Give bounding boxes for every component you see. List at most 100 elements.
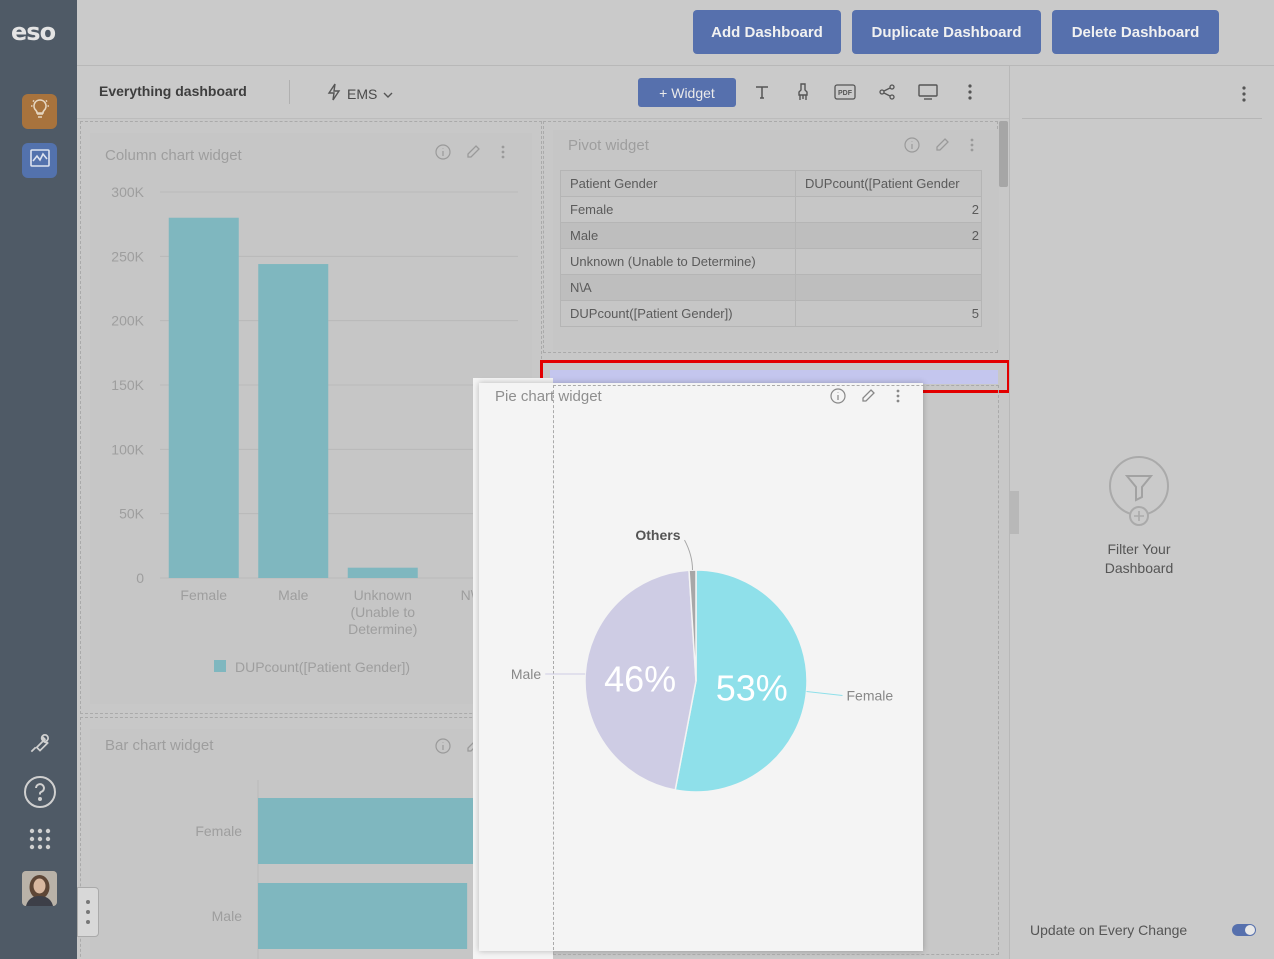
table-row: Unknown (Unable to Determine)	[560, 248, 982, 275]
info-icon[interactable]	[903, 136, 921, 154]
eso-logo: eso	[11, 18, 56, 46]
bar-rect[interactable]	[258, 883, 468, 949]
table-row: Female 2	[560, 196, 982, 223]
delete-dashboard-button[interactable]: Delete Dashboard	[1052, 10, 1219, 54]
pivot-row-value: 5	[795, 300, 982, 327]
drop-placeholder	[550, 370, 998, 384]
panel-divider	[1022, 118, 1262, 119]
pivot-widget-title: Pivot widget	[568, 137, 649, 154]
info-icon[interactable]	[434, 737, 452, 755]
top-header: Add Dashboard Duplicate Dashboard Delete…	[77, 0, 1274, 66]
column-bar[interactable]	[168, 217, 239, 578]
widget-more-icon[interactable]	[889, 387, 907, 405]
brush-icon[interactable]	[792, 81, 814, 103]
pivot-row-value: 2	[795, 222, 982, 249]
lightning-icon	[327, 83, 341, 104]
panel-collapse-handle[interactable]	[1010, 491, 1019, 534]
pie-category-label: Others	[635, 527, 680, 543]
pivot-row-label: Unknown (Unable to Determine)	[560, 248, 796, 275]
apps-grid-button[interactable]	[22, 824, 57, 859]
dashboard-toolbar: Everything dashboard EMS + Widget PDF	[77, 66, 1009, 119]
pie-leader-line	[684, 539, 694, 571]
info-icon[interactable]	[829, 387, 847, 405]
share-icon[interactable]	[876, 81, 898, 103]
x-tick-label: Female	[180, 587, 227, 603]
pivot-row-label: Male	[560, 222, 796, 249]
apps-grid-icon	[29, 828, 51, 855]
table-row: N\A	[560, 274, 982, 301]
column-widget-title: Column chart widget	[105, 147, 242, 164]
update-on-change-label: Update on Every Change	[1030, 922, 1188, 938]
chevron-down-icon	[383, 86, 393, 102]
add-filter-icon[interactable]	[1129, 506, 1149, 526]
pivot-row-label: DUPcount([Patient Gender])	[560, 300, 796, 327]
pie-chart: 53% Female 46% Male Others	[511, 527, 894, 793]
datasource-label: EMS	[347, 85, 378, 102]
column-bar[interactable]	[347, 567, 418, 578]
pivot-row-label: Female	[560, 196, 796, 223]
add-widget-button[interactable]: + Widget	[638, 78, 736, 107]
bar-rect[interactable]	[258, 798, 498, 864]
wrench-icon	[27, 730, 53, 761]
y-tick-label: 150K	[111, 377, 144, 393]
y-tick-label: 100K	[111, 441, 144, 457]
pie-leader-line	[806, 690, 843, 696]
more-vertical-icon[interactable]	[959, 81, 981, 103]
pivot-header-gender: Patient Gender	[560, 170, 796, 197]
analytics-app-button[interactable]	[22, 143, 57, 178]
widget-more-icon[interactable]	[963, 136, 981, 154]
pie-category-label: Female	[847, 687, 894, 703]
help-button[interactable]	[22, 775, 57, 814]
toolbar-divider	[289, 80, 290, 104]
pie-category-label: Male	[511, 666, 542, 682]
x-tick-label: Unknown (Unable to Determine)	[348, 587, 417, 637]
pie-value-label: 46%	[604, 658, 676, 699]
pivot-row-value	[795, 248, 982, 275]
bar-chart: Female Male	[195, 780, 498, 959]
y-tick-label: 300K	[111, 184, 144, 200]
bar-category-label: Female	[195, 823, 242, 839]
pivot-table: Patient Gender DUPcount([Patient Gender …	[560, 170, 982, 327]
info-icon[interactable]	[434, 143, 452, 161]
column-bar[interactable]	[258, 264, 329, 578]
table-row: DUPcount([Patient Gender]) 5	[560, 300, 982, 327]
pie-widget-frame	[553, 385, 999, 955]
add-dashboard-button[interactable]: Add Dashboard	[693, 10, 841, 54]
filter-dashboard-label: Filter Your Dashboard	[1104, 541, 1174, 576]
pdf-icon[interactable]: PDF	[833, 81, 857, 103]
pie-slice[interactable]	[674, 569, 808, 793]
datasource-selector[interactable]: EMS	[327, 83, 393, 104]
side-drawer-handle[interactable]	[77, 887, 99, 937]
edit-pencil-icon[interactable]	[859, 387, 877, 405]
pivot-row-value: 2	[795, 196, 982, 223]
bar-category-label: Male	[212, 908, 243, 924]
dashboard-title: Everything dashboard	[99, 83, 247, 99]
monitor-icon[interactable]	[917, 81, 939, 103]
duplicate-dashboard-button[interactable]: Duplicate Dashboard	[852, 10, 1041, 54]
pivot-row-label: N\A	[560, 274, 796, 301]
text-icon[interactable]	[751, 81, 773, 103]
filter-panel: Filter Your Dashboard Update on Every Ch…	[1009, 66, 1274, 959]
help-icon	[23, 775, 57, 814]
y-tick-label: 50K	[119, 506, 145, 522]
svg-text:PDF: PDF	[838, 90, 853, 97]
column-chart: 0 50K 100K 150K 200K 250K 300K Female Male Unkno…	[111, 184, 518, 675]
pie-widget-title: Pie chart widget	[495, 388, 602, 405]
y-tick-label: 0	[136, 570, 144, 586]
lightbulb-icon	[28, 97, 52, 126]
insights-app-button[interactable]	[22, 94, 57, 129]
panel-more-icon[interactable]	[1242, 86, 1246, 107]
edit-pencil-icon[interactable]	[464, 143, 482, 161]
wrench-button[interactable]	[22, 728, 57, 763]
widget-more-icon[interactable]	[494, 143, 512, 161]
edit-pencil-icon[interactable]	[933, 136, 951, 154]
pie-slice[interactable]	[584, 569, 697, 791]
x-tick-label: Male	[278, 587, 309, 603]
legend-swatch	[214, 660, 226, 672]
update-on-change-toggle[interactable]	[1232, 924, 1256, 936]
column-legend-label: DUPcount([Patient Gender])	[235, 659, 410, 675]
canvas-scrollbar-thumb[interactable]	[999, 121, 1008, 187]
user-avatar[interactable]	[22, 871, 57, 906]
bar-widget-title: Bar chart widget	[105, 737, 214, 754]
app-sidebar: eso	[0, 0, 77, 959]
